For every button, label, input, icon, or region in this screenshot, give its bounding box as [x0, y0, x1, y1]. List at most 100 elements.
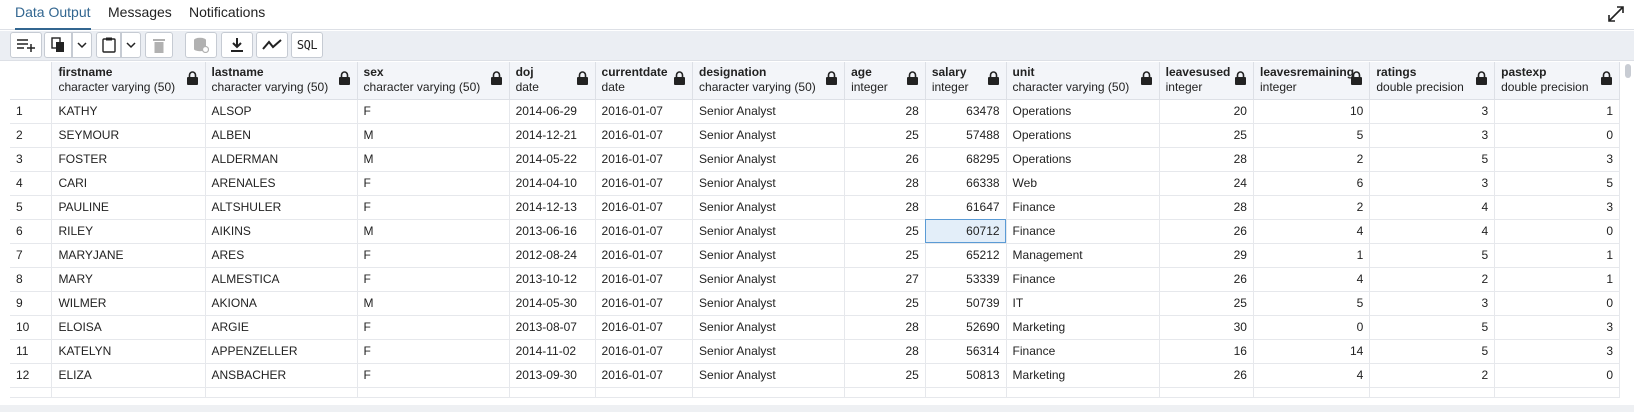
table-cell[interactable]: 28: [844, 195, 926, 220]
table-cell[interactable]: Marketing: [1006, 315, 1160, 340]
table-cell[interactable]: 2016-01-07: [595, 267, 694, 292]
table-cell[interactable]: 3: [1369, 99, 1496, 124]
table-cell[interactable]: [357, 387, 510, 398]
table-cell[interactable]: 3: [1494, 339, 1620, 364]
table-cell[interactable]: 61647: [925, 195, 1007, 220]
table-cell[interactable]: 14: [1253, 339, 1371, 364]
table-cell[interactable]: 25: [1159, 123, 1254, 148]
table-cell[interactable]: 3: [1369, 291, 1496, 316]
table-cell[interactable]: [1369, 387, 1496, 398]
expand-icon[interactable]: [1606, 4, 1626, 24]
table-cell[interactable]: Senior Analyst: [692, 195, 846, 220]
table-row[interactable]: 2 SEYMOUR ALBEN M 2014-12-21 2016-01-07 Senior…: [10, 123, 1620, 148]
table-cell[interactable]: 25: [844, 243, 926, 268]
row-number[interactable]: 4: [10, 171, 53, 196]
table-cell[interactable]: 5: [1369, 315, 1496, 340]
table-cell[interactable]: ALBEN: [205, 123, 358, 148]
table-cell[interactable]: 2016-01-07: [595, 123, 694, 148]
table-cell[interactable]: RILEY: [51, 219, 206, 244]
vertical-scrollbar[interactable]: [1622, 62, 1634, 405]
table-cell[interactable]: 2016-01-07: [595, 339, 694, 364]
table-cell[interactable]: 63478: [925, 99, 1007, 124]
table-cell[interactable]: 2014-05-30: [509, 291, 596, 316]
table-cell[interactable]: 26: [1159, 363, 1254, 388]
table-cell[interactable]: ALTSHULER: [205, 195, 358, 220]
table-cell[interactable]: Senior Analyst: [692, 219, 846, 244]
table-cell[interactable]: SEYMOUR: [51, 123, 206, 148]
table-cell[interactable]: 2016-01-07: [595, 195, 694, 220]
table-cell[interactable]: APPENZELLER: [205, 339, 358, 364]
table-cell[interactable]: 2014-11-02: [509, 339, 596, 364]
table-cell[interactable]: CARI: [51, 171, 206, 196]
table-cell[interactable]: 4: [1253, 267, 1371, 292]
table-cell[interactable]: [925, 387, 1007, 398]
table-cell[interactable]: Finance: [1006, 267, 1160, 292]
table-cell[interactable]: 52690: [925, 315, 1007, 340]
table-cell[interactable]: ARES: [205, 243, 358, 268]
table-row[interactable]: 10 ELOISA ARGIE F 2013-08-07 2016-01-07 Senior…: [10, 315, 1620, 340]
add-row-button[interactable]: [10, 32, 42, 58]
table-cell[interactable]: 2: [1369, 363, 1496, 388]
table-cell[interactable]: WILMER: [51, 291, 206, 316]
column-header[interactable]: doj date: [509, 62, 596, 100]
table-cell[interactable]: 26: [1159, 267, 1254, 292]
table-cell[interactable]: F: [357, 243, 510, 268]
table-row[interactable]: 9 WILMER AKIONA M 2014-05-30 2016-01-07 Senior…: [10, 291, 1620, 316]
table-cell[interactable]: Senior Analyst: [692, 171, 846, 196]
table-cell[interactable]: Marketing: [1006, 363, 1160, 388]
paste-options-button[interactable]: [121, 32, 141, 58]
table-cell[interactable]: 2014-12-13: [509, 195, 596, 220]
table-cell[interactable]: F: [357, 363, 510, 388]
table-cell[interactable]: KATHY: [51, 99, 206, 124]
table-cell[interactable]: 0: [1494, 219, 1620, 244]
table-cell[interactable]: 26: [1159, 219, 1254, 244]
table-cell[interactable]: 30: [1159, 315, 1254, 340]
table-cell[interactable]: 28: [1159, 195, 1254, 220]
table-cell[interactable]: 50813: [925, 363, 1007, 388]
table-cell[interactable]: 3: [1494, 315, 1620, 340]
table-cell[interactable]: 4: [1369, 219, 1496, 244]
table-cell[interactable]: Operations: [1006, 147, 1160, 172]
table-cell[interactable]: [1494, 387, 1620, 398]
table-row[interactable]: 11 KATELYN APPENZELLER F 2014-11-02 2016-01-0…: [10, 339, 1620, 364]
table-cell[interactable]: 3: [1494, 147, 1620, 172]
table-cell[interactable]: 25: [844, 123, 926, 148]
table-cell[interactable]: 5: [1369, 147, 1496, 172]
table-cell[interactable]: PAULINE: [51, 195, 206, 220]
table-cell[interactable]: M: [357, 291, 510, 316]
table-cell[interactable]: [1006, 387, 1160, 398]
table-row[interactable]: 3 FOSTER ALDERMAN M 2014-05-22 2016-01-07 Seni…: [10, 147, 1620, 172]
copy-button[interactable]: [44, 32, 72, 58]
table-cell[interactable]: ELOISA: [51, 315, 206, 340]
table-cell[interactable]: 2013-10-12: [509, 267, 596, 292]
table-cell[interactable]: [1159, 387, 1254, 398]
table-cell[interactable]: Finance: [1006, 339, 1160, 364]
table-cell[interactable]: 2013-09-30: [509, 363, 596, 388]
table-cell[interactable]: ALMESTICA: [205, 267, 358, 292]
tab-data-output[interactable]: Data Output: [15, 0, 91, 30]
column-header[interactable]: age integer: [844, 62, 926, 100]
table-cell[interactable]: [51, 387, 206, 398]
table-cell[interactable]: M: [357, 123, 510, 148]
column-header[interactable]: lastname character varying (50): [205, 62, 358, 100]
table-row[interactable]: 1 KATHY ALSOP F 2014-06-29 2016-01-07 Senior A…: [10, 99, 1620, 124]
save-data-button[interactable]: [185, 32, 217, 58]
table-cell[interactable]: Operations: [1006, 99, 1160, 124]
table-cell[interactable]: 65212: [925, 243, 1007, 268]
row-number[interactable]: 1: [10, 99, 53, 124]
row-number-header[interactable]: [10, 62, 53, 100]
table-cell[interactable]: 4: [1253, 363, 1371, 388]
table-cell[interactable]: ARENALES: [205, 171, 358, 196]
table-cell[interactable]: 2016-01-07: [595, 243, 694, 268]
table-cell[interactable]: M: [357, 147, 510, 172]
row-number[interactable]: 6: [10, 219, 53, 244]
table-cell[interactable]: 25: [1159, 291, 1254, 316]
table-cell[interactable]: 57488: [925, 123, 1007, 148]
table-cell[interactable]: 6: [1253, 171, 1371, 196]
row-number[interactable]: 8: [10, 267, 53, 292]
table-cell[interactable]: 68295: [925, 147, 1007, 172]
table-cell[interactable]: AIKINS: [205, 219, 358, 244]
column-header[interactable]: leavesremaining integer: [1253, 62, 1371, 100]
table-cell[interactable]: 2013-08-07: [509, 315, 596, 340]
table-cell[interactable]: 28: [1159, 147, 1254, 172]
